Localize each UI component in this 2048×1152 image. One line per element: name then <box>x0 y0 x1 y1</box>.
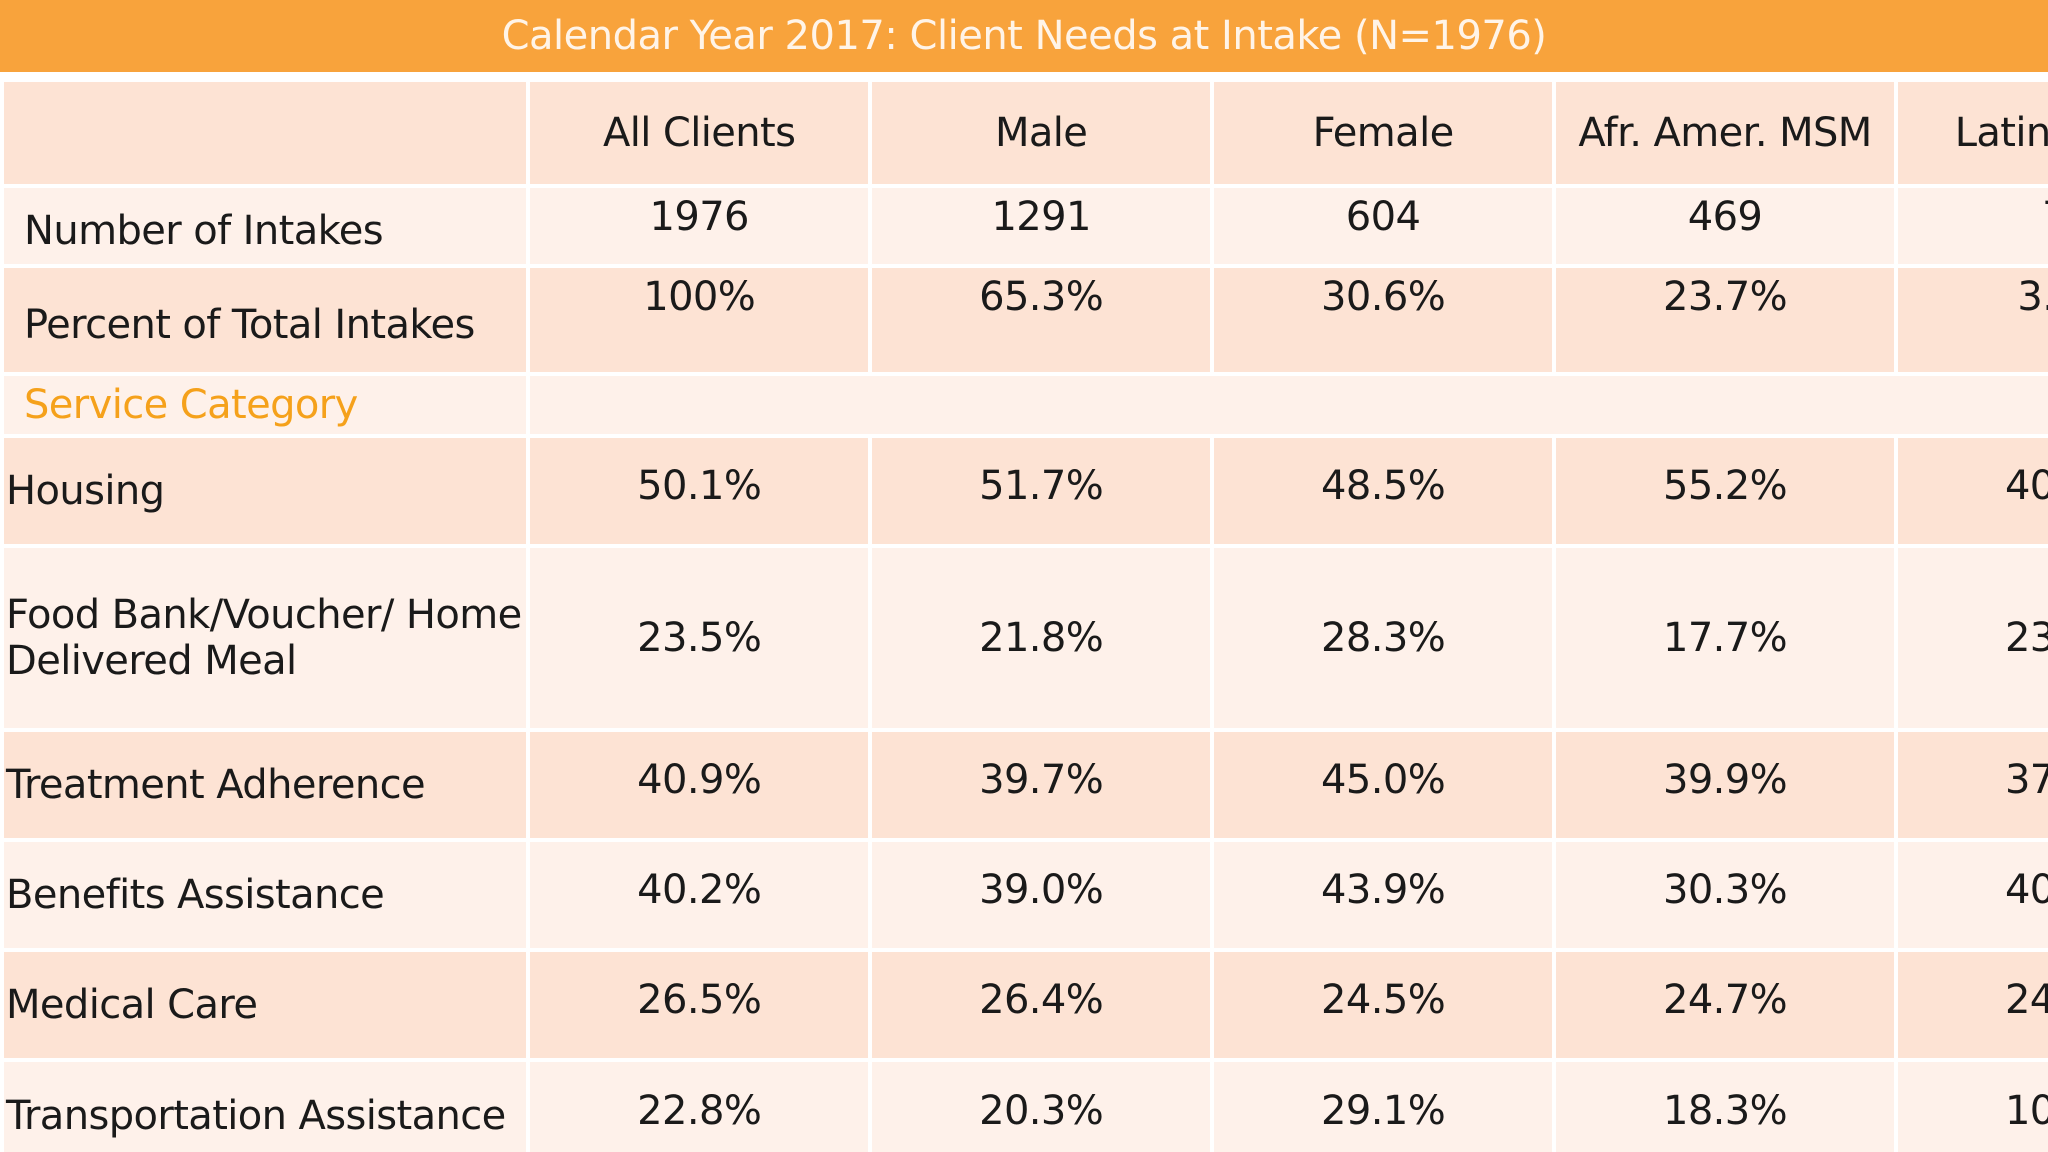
table-cell: 22.8% <box>526 1058 873 1152</box>
table-header-row: All Clients Male Female Afr. Amer. MSM L… <box>0 78 2048 188</box>
table-cell: 24.5% <box>1210 948 1557 1062</box>
row-label: Transportation Assistance <box>0 1058 531 1152</box>
section-label: Service Category <box>0 372 531 438</box>
table-cell: 29.1% <box>1210 1058 1557 1152</box>
table-cell: 1291 <box>868 184 1215 268</box>
header-cell: All Clients <box>526 78 873 188</box>
table-cell: 45.0% <box>1210 728 1557 842</box>
table-cell: 39.9% <box>1552 728 1898 842</box>
table-cell: 50.1% <box>526 434 873 548</box>
table-cell: 30.6% <box>1210 264 1557 376</box>
row-label: Housing <box>0 434 531 548</box>
table-row: Transportation Assistance 22.8% 20.3% 29… <box>0 1058 2048 1152</box>
table-row: Percent of Total Intakes 100% 65.3% 30.6… <box>0 264 2048 376</box>
table-cell: 17.7% <box>1552 544 1898 732</box>
table-cell: 40.2% <box>526 838 873 952</box>
table-cell: 18.3% <box>1552 1058 1898 1152</box>
table-row: Housing 50.1% 51.7% 48.5% 55.2% 40.5% <box>0 434 2048 548</box>
section-spacer <box>526 372 2048 438</box>
table-cell: 24.3% <box>1893 948 2048 1062</box>
table-row: Number of Intakes 1976 1291 604 469 74 <box>0 184 2048 268</box>
table-cell: 24.7% <box>1552 948 1898 1062</box>
slide-title: Calendar Year 2017: Client Needs at Inta… <box>0 0 2048 72</box>
row-label: Food Bank/Voucher/ Home Delivered Meal <box>0 544 531 732</box>
section-header-row: Service Category <box>0 372 2048 438</box>
table-cell: 469 <box>1552 184 1898 268</box>
row-label: Number of Intakes <box>0 184 531 268</box>
table-cell: 40.9% <box>526 728 873 842</box>
table-cell: 65.3% <box>868 264 1215 376</box>
table-cell: 23.7% <box>1552 264 1898 376</box>
table-row: Benefits Assistance 40.2% 39.0% 43.9% 30… <box>0 838 2048 952</box>
table-cell: 23.5% <box>526 544 873 732</box>
table-cell: 43.9% <box>1210 838 1557 952</box>
header-cell-empty <box>0 78 531 188</box>
table-cell: 23.0% <box>1893 544 2048 732</box>
header-cell: Latino MSM <box>1893 78 2048 188</box>
header-cell: Afr. Amer. MSM <box>1552 78 1898 188</box>
table-cell: 51.7% <box>868 434 1215 548</box>
row-label: Percent of Total Intakes <box>0 264 531 376</box>
table-cell: 40.5% <box>1893 838 2048 952</box>
table-cell: 26.5% <box>526 948 873 1062</box>
table-cell: 30.3% <box>1552 838 1898 952</box>
table-cell: 28.3% <box>1210 544 1557 732</box>
header-cell: Female <box>1210 78 1557 188</box>
row-label: Benefits Assistance <box>0 838 531 952</box>
table-row: Medical Care 26.5% 26.4% 24.5% 24.7% 24.… <box>0 948 2048 1062</box>
header-cell: Male <box>868 78 1215 188</box>
table-cell: 10.8% <box>1893 1058 2048 1152</box>
row-label: Treatment Adherence <box>0 728 531 842</box>
table-cell: 48.5% <box>1210 434 1557 548</box>
table-cell: 74 <box>1893 184 2048 268</box>
table-cell: 40.5% <box>1893 434 2048 548</box>
table-cell: 39.7% <box>868 728 1215 842</box>
client-needs-table: All Clients Male Female Afr. Amer. MSM L… <box>0 78 2048 1152</box>
table-cell: 21.8% <box>868 544 1215 732</box>
table-cell: 55.2% <box>1552 434 1898 548</box>
table-cell: 20.3% <box>868 1058 1215 1152</box>
table-cell: 37.8% <box>1893 728 2048 842</box>
table-cell: 3.7% <box>1893 264 2048 376</box>
table-cell: 26.4% <box>868 948 1215 1062</box>
table-cell: 604 <box>1210 184 1557 268</box>
table-row: Food Bank/Voucher/ Home Delivered Meal 2… <box>0 544 2048 732</box>
table-cell: 100% <box>526 264 873 376</box>
table-cell: 39.0% <box>868 838 1215 952</box>
row-label: Medical Care <box>0 948 531 1062</box>
table-row: Treatment Adherence 40.9% 39.7% 45.0% 39… <box>0 728 2048 842</box>
table-cell: 1976 <box>526 184 873 268</box>
